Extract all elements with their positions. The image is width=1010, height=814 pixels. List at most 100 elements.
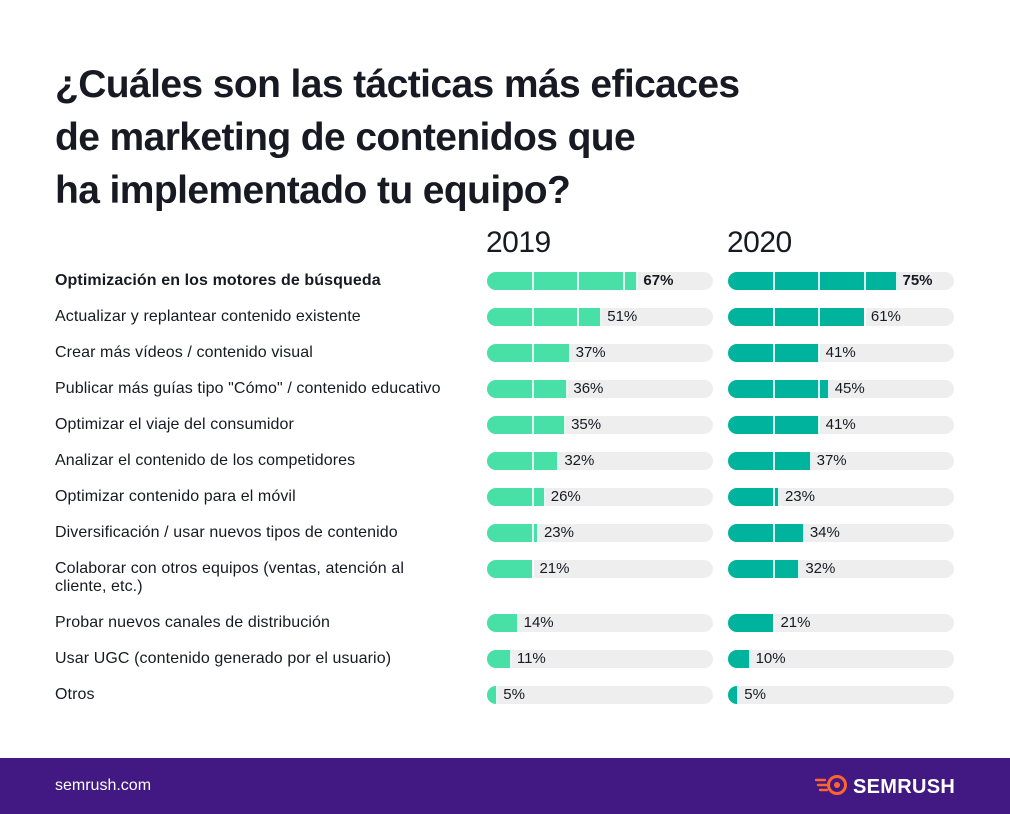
bar-end-marker (818, 416, 821, 434)
bar-2019 (487, 650, 512, 668)
bar-divider (773, 560, 776, 578)
bar-track-2020: 21% (728, 614, 954, 632)
bar-divider (863, 272, 866, 290)
chart-title: ¿Cuáles son las tácticas más eficaces de… (55, 58, 875, 217)
value-label-2019: 51% (607, 308, 638, 325)
bar-end-marker (636, 272, 639, 290)
category-label: Probar nuevos canales de distribución (55, 614, 330, 631)
value-label-2019: 67% (643, 272, 674, 289)
bar-track-2020: 41% (728, 344, 954, 362)
bar-2020 (728, 272, 898, 290)
bar-divider (577, 272, 580, 290)
bar-divider (532, 452, 535, 470)
bar-divider (818, 272, 821, 290)
bar-track-2020: 34% (728, 524, 954, 542)
series-header-2020: 2020 (727, 226, 792, 259)
category-label: Actualizar y replantear contenido existe… (55, 308, 361, 325)
value-label-2019: 23% (543, 524, 574, 541)
bar-divider (773, 344, 776, 362)
chart-title-line: ¿Cuáles son las tácticas más eficaces (55, 63, 740, 106)
bar-2019 (487, 614, 519, 632)
bar-divider (773, 452, 776, 470)
bar-2019 (487, 524, 539, 542)
value-label-2020: 34% (809, 524, 840, 541)
bar-divider (773, 416, 776, 434)
category-label: Colaborar con otros equipos (ventas, ate… (55, 560, 405, 595)
bar-divider (773, 524, 776, 542)
value-label-2020: 21% (780, 614, 811, 631)
bar-track-2020: 37% (728, 452, 954, 470)
bar-divider (773, 308, 776, 326)
bar-track-2020: 61% (728, 308, 954, 326)
bar-divider (532, 380, 535, 398)
bar-end-marker (802, 524, 805, 542)
bar-end-marker (737, 686, 740, 704)
bar-end-marker (809, 452, 812, 470)
bar-end-marker (566, 380, 569, 398)
bar-2020 (728, 452, 812, 470)
bar-track-2020: 5% (728, 686, 954, 704)
bar-2020 (728, 380, 830, 398)
bar-2020 (728, 686, 740, 704)
bar-2020 (728, 524, 805, 542)
bar-track-2019: 36% (487, 380, 713, 398)
bar-divider (577, 308, 580, 326)
footer-url[interactable]: semrush.com (55, 777, 152, 794)
footer: semrush.com SEMRUSH (0, 758, 1010, 814)
value-label-2020: 41% (825, 416, 856, 433)
bar-track-2019: 67% (487, 272, 713, 290)
category-label: Otros (55, 686, 95, 703)
chart-title-line: ha implementado tu equipo? (55, 169, 571, 212)
bar-2020 (728, 650, 751, 668)
value-label-2019: 11% (516, 650, 546, 667)
chart-title-line: de marketing de contenidos que (55, 116, 636, 159)
bar-2019 (487, 416, 567, 434)
value-label-2019: 32% (564, 452, 595, 469)
bar-divider (773, 488, 776, 506)
category-label: Usar UGC (contenido generado por el usua… (55, 650, 392, 667)
bar-divider (622, 272, 625, 290)
bar-track-2019: 37% (487, 344, 713, 362)
bar-2020 (728, 308, 866, 326)
bar-2020 (728, 614, 776, 632)
category-label: Optimizar el viaje del consumidor (55, 416, 294, 433)
series-header-2019: 2019 (486, 226, 551, 259)
bar-end-marker (863, 308, 866, 326)
bar-end-marker (748, 650, 751, 668)
bar-divider (532, 344, 535, 362)
bar-track-2020: 32% (728, 560, 954, 578)
bar-2019 (487, 452, 560, 470)
bar-end-marker (557, 452, 560, 470)
bar-end-marker (827, 380, 830, 398)
bar-end-marker (600, 308, 603, 326)
category-label: Publicar más guías tipo "Cómo" / conteni… (55, 380, 441, 397)
bar-track-2020: 45% (728, 380, 954, 398)
bar-2019 (487, 344, 571, 362)
value-label-2019: 21% (539, 560, 570, 577)
bar-divider (532, 272, 535, 290)
bar-divider (532, 308, 535, 326)
bar-track-2019: 23% (487, 524, 713, 542)
value-label-2019: 26% (550, 488, 581, 505)
bar-divider (773, 380, 776, 398)
bar-2019 (487, 272, 639, 290)
bar-track-2020: 10% (728, 650, 954, 668)
bar-end-marker (818, 344, 821, 362)
bar-2019 (487, 308, 603, 326)
bar-end-marker (536, 524, 539, 542)
category-label: Diversificación / usar nuevos tipos de c… (55, 524, 398, 541)
value-label-2020: 10% (755, 650, 786, 667)
bar-divider (532, 524, 535, 542)
bar-2020 (728, 488, 780, 506)
bar-2019 (487, 488, 546, 506)
bar-2019 (487, 686, 499, 704)
bar-divider (773, 272, 776, 290)
bar-divider (818, 308, 821, 326)
bar-end-marker (777, 488, 780, 506)
bar-track-2019: 26% (487, 488, 713, 506)
value-label-2020: 45% (834, 380, 865, 397)
semrush-fireball-icon (814, 774, 849, 801)
value-label-2020: 5% (744, 686, 766, 703)
semrush-logo[interactable]: SEMRUSH (814, 774, 955, 801)
bar-track-2020: 23% (728, 488, 954, 506)
